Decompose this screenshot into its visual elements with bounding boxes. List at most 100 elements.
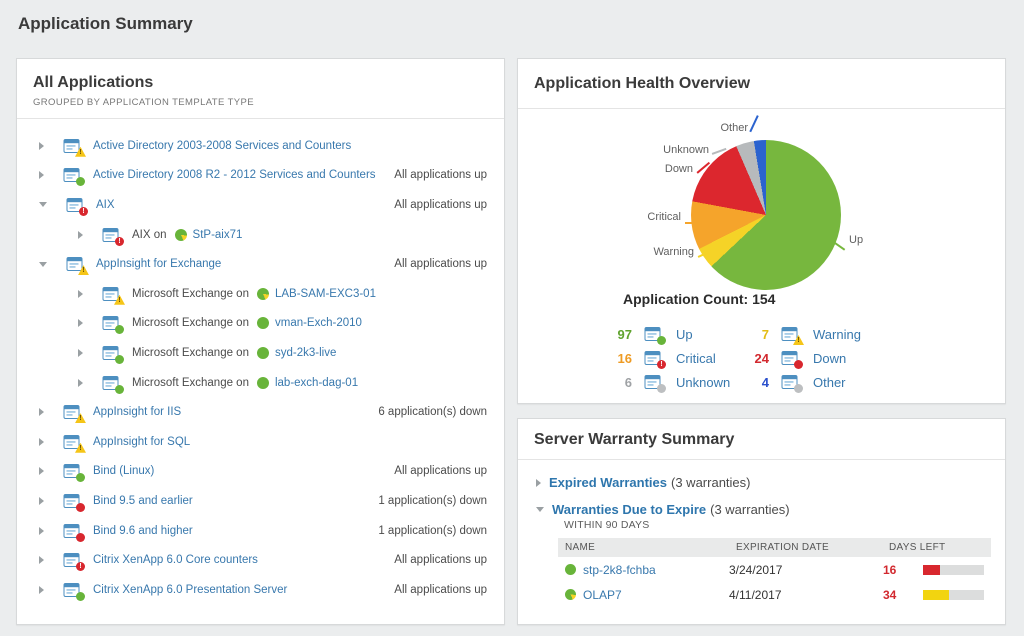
days-left-bar-fill <box>923 589 949 600</box>
collapse-arrow[interactable] <box>39 261 47 267</box>
days-left-bar <box>923 564 984 575</box>
app-template-link[interactable]: AppInsight for Exchange <box>96 258 222 271</box>
legend-label[interactable]: Up <box>676 326 693 342</box>
application-icon: ! <box>63 405 86 424</box>
app-template-link[interactable]: Active Directory 2003-2008 Services and … <box>93 139 352 152</box>
expand-arrow[interactable] <box>39 171 44 180</box>
legend-label[interactable]: Down <box>813 350 847 366</box>
pie-leader-critical <box>685 222 698 224</box>
expand-arrow[interactable] <box>39 496 44 505</box>
tree-row: ! AIX on StP-aix71 <box>17 220 504 250</box>
collapse-arrow[interactable] <box>39 202 47 208</box>
application-icon: ! <box>644 351 666 369</box>
legend-label[interactable]: Critical <box>676 350 716 366</box>
expired-warranties-link[interactable]: Expired Warranties <box>549 475 668 490</box>
node-status-icon <box>256 376 269 389</box>
app-template-link[interactable]: Bind 9.6 and higher <box>93 524 193 537</box>
node-link[interactable]: syd-2k3-live <box>274 346 337 359</box>
due-warranties-link[interactable]: Warranties Due to Expire <box>552 502 707 517</box>
expand-arrow[interactable] <box>536 478 541 487</box>
expand-arrow[interactable] <box>78 289 83 298</box>
status-unknown-icon <box>794 384 803 393</box>
app-template-link[interactable]: AIX <box>96 198 115 211</box>
legend-item-up: 97 Up <box>604 322 741 346</box>
days-left-cell: 34 <box>882 588 991 602</box>
row-status: 1 application(s) down <box>378 494 487 507</box>
expand-arrow[interactable] <box>39 526 44 535</box>
expand-arrow[interactable] <box>78 378 83 387</box>
column-header: EXPIRATION DATE <box>736 542 830 553</box>
legend-item-other: 4 Other <box>741 370 878 394</box>
app-template-link[interactable]: Citrix XenApp 6.0 Core counters <box>93 554 258 567</box>
application-icon <box>102 316 124 335</box>
app-template-link[interactable]: AppInsight for SQL <box>93 435 191 448</box>
node-status-icon <box>256 317 269 330</box>
pie-label-other: Other <box>720 122 748 134</box>
legend-item-warning: 7! Warning <box>741 322 878 346</box>
legend-item-critical: 16! Critical <box>604 346 741 370</box>
server-link[interactable]: OLAP7 <box>583 587 622 602</box>
application-icon: ! <box>63 434 86 453</box>
legend-label[interactable]: Other <box>813 374 846 390</box>
legend-label[interactable]: Unknown <box>676 374 731 390</box>
application-count-value: 154 <box>752 291 776 307</box>
status-up-icon <box>76 177 85 187</box>
legend-item-down: 24 Down <box>741 346 878 370</box>
row-status: All applications up <box>394 169 487 182</box>
expired-warranties-row: Expired Warranties (3 warranties) <box>536 475 750 490</box>
node-status-icon <box>256 287 269 300</box>
days-left-bar <box>923 589 984 600</box>
tree-row: ! Microsoft Exchange on LAB-SAM-EXC3-01 <box>17 279 504 309</box>
pie-label-down: Down <box>664 163 693 175</box>
collapse-arrow[interactable] <box>536 507 544 512</box>
pie-label-unknown: Unknown <box>663 144 709 156</box>
expand-arrow[interactable] <box>39 408 44 417</box>
app-template-link[interactable]: Bind 9.5 and earlier <box>93 494 193 507</box>
tree-row: ! AppInsight for SQL <box>17 427 504 457</box>
expand-arrow[interactable] <box>39 437 44 446</box>
status-up-icon <box>115 354 124 364</box>
node-status-icon <box>565 564 576 575</box>
application-health-panel: Application Health Overview Application … <box>517 58 1006 404</box>
tree-row: Microsoft Exchange on vman-Exch-2010 <box>17 309 504 339</box>
expand-arrow[interactable] <box>39 556 44 565</box>
legend-label[interactable]: Warning <box>813 326 861 342</box>
node-status-icon <box>256 346 269 359</box>
application-name: Microsoft Exchange on <box>132 376 249 389</box>
node-link[interactable]: StP-aix71 <box>192 228 243 241</box>
app-template-link[interactable]: Citrix XenApp 6.0 Presentation Server <box>93 583 288 596</box>
node-link[interactable]: LAB-SAM-EXC3-01 <box>274 287 376 300</box>
pie-chart[interactable] <box>691 140 841 290</box>
app-template-link[interactable]: AppInsight for IIS <box>93 406 182 419</box>
applications-tree: ! Active Directory 2003-2008 Services and… <box>17 119 504 605</box>
tree-row: Bind 9.5 and earlier 1 application(s) dow… <box>17 486 504 516</box>
app-template-link[interactable]: Bind (Linux) <box>93 465 155 478</box>
node-link[interactable]: lab-exch-dag-01 <box>274 376 359 389</box>
row-status: All applications up <box>394 258 487 271</box>
application-icon <box>781 375 803 393</box>
table-row: stp-2k8-fchba 3/24/2017 16 <box>558 557 991 582</box>
row-status: All applications up <box>394 465 487 478</box>
expand-arrow[interactable] <box>78 319 83 328</box>
status-down-icon <box>76 502 85 512</box>
days-left-value: 34 <box>883 587 897 602</box>
server-link[interactable]: stp-2k8-fchba <box>583 562 656 577</box>
expand-arrow[interactable] <box>39 141 44 150</box>
application-icon <box>63 168 85 187</box>
app-template-link[interactable]: Active Directory 2008 R2 - 2012 Services… <box>93 169 376 182</box>
expand-arrow[interactable] <box>78 230 83 239</box>
status-up-icon <box>115 325 124 335</box>
warranty-content: Expired Warranties (3 warranties) Warran… <box>518 460 1005 620</box>
expand-arrow[interactable] <box>78 348 83 357</box>
row-status: All applications up <box>394 554 487 567</box>
expand-arrow[interactable] <box>39 585 44 594</box>
expand-arrow[interactable] <box>39 467 44 476</box>
application-count: Application Count: 154 <box>623 291 775 307</box>
node-link[interactable]: vman-Exch-2010 <box>274 317 362 330</box>
status-critical-icon: ! <box>115 236 124 246</box>
application-icon: ! <box>63 553 85 572</box>
application-icon <box>102 375 124 394</box>
application-icon <box>102 345 124 364</box>
warranty-table: NAME EXPIRATION DATE DAYS LEFT stp-2k8-fch… <box>558 538 991 607</box>
application-icon <box>781 351 803 369</box>
